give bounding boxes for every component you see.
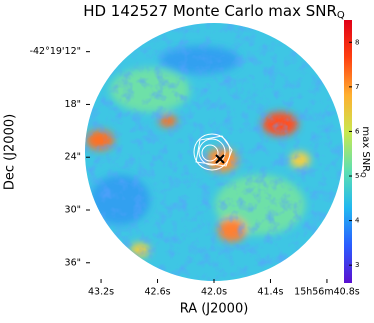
colorbar-title-subscript: Q xyxy=(359,172,367,178)
title-subscript: Q xyxy=(337,10,345,21)
title-text: HD 142527 Monte Carlo max SNR xyxy=(83,2,337,20)
x-tick-label: 42.6s xyxy=(144,287,170,298)
star-marker xyxy=(215,154,225,164)
x-tick-label: 42.0s xyxy=(201,287,227,298)
y-axis-title: Dec (J2000) xyxy=(3,114,18,190)
colorbar-tick-label: 8 xyxy=(355,38,359,46)
chart-title: HD 142527 Monte Carlo max SNRQ xyxy=(83,2,345,22)
y-tick-label: -42°19'12" xyxy=(30,46,81,57)
sky-map xyxy=(85,23,343,281)
colorbar-tick-label: 4 xyxy=(355,217,360,225)
colorbar-tick-label: 7 xyxy=(355,83,359,91)
colorbar-title: max SNRQ xyxy=(359,126,371,178)
x-tick-label: 15h56m40.8s xyxy=(294,287,360,298)
colorbar-tick-label: 3 xyxy=(355,261,359,269)
x-tick-label: 41.4s xyxy=(257,287,283,298)
colorbar xyxy=(344,20,352,283)
y-tick-label: 36" xyxy=(65,257,81,268)
y-tick-label: 18" xyxy=(65,99,81,110)
colorbar-tick-label: 6 xyxy=(355,127,360,135)
y-tick-label: 30" xyxy=(65,204,81,215)
x-axis-title: RA (J2000) xyxy=(180,302,249,317)
colorbar-tick-label: 5 xyxy=(355,172,359,180)
x-tick-label: 43.2s xyxy=(88,287,114,298)
contours xyxy=(193,133,233,171)
colorbar-title-text: max SNR xyxy=(360,126,371,172)
y-tick-label: 24" xyxy=(65,152,81,163)
